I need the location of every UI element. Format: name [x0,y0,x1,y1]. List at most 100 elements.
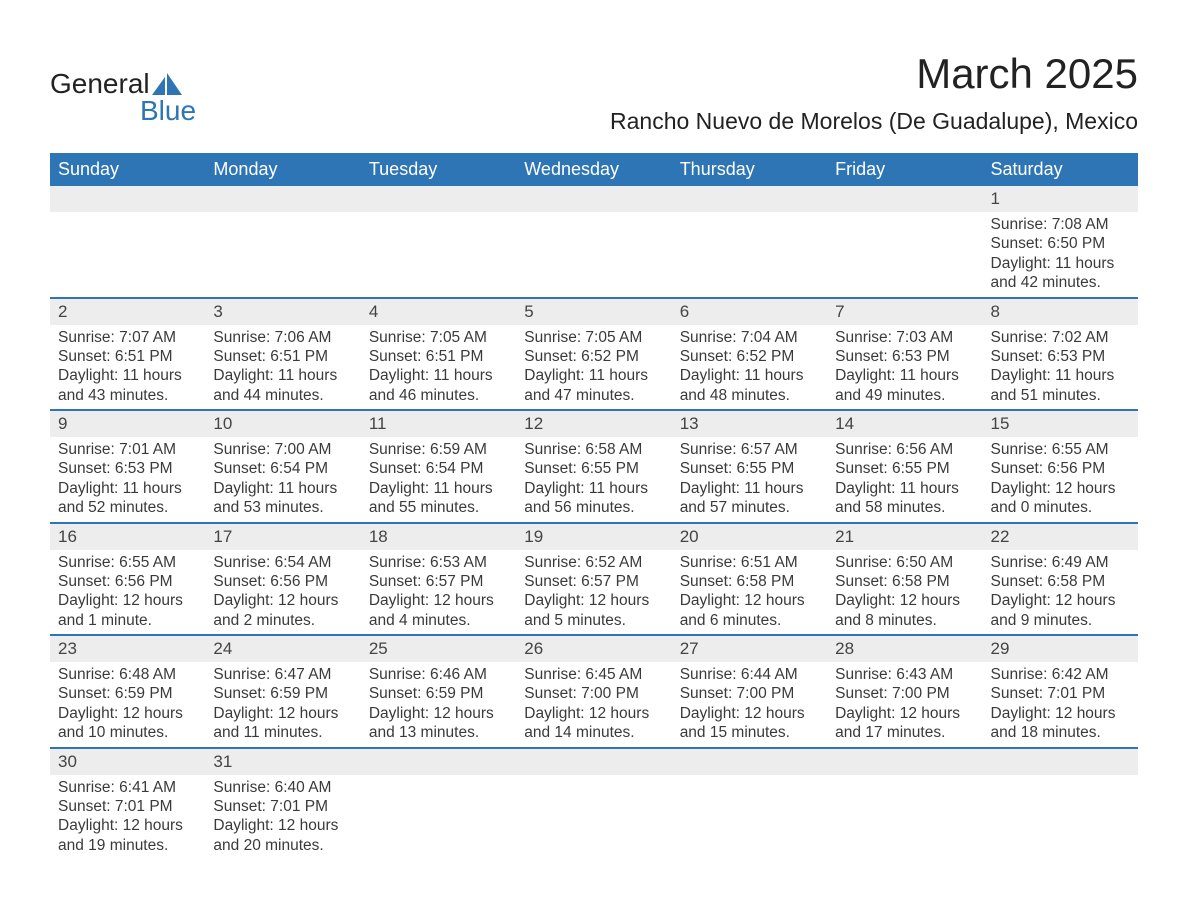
calendar-header-cell: Saturday [983,153,1138,186]
sunset-text: Sunset: 6:51 PM [58,347,197,366]
sunset-text: Sunset: 7:01 PM [213,797,352,816]
daylight-text: Daylight: 11 hours and 47 minutes. [524,366,663,405]
sunrise-text: Sunrise: 6:47 AM [213,665,352,684]
calendar-day-cell [516,748,671,860]
day-details: Sunrise: 7:06 AMSunset: 6:51 PMDaylight:… [205,325,360,410]
day-number [50,186,205,212]
day-number [672,186,827,212]
calendar-day-cell: 13Sunrise: 6:57 AMSunset: 6:55 PMDayligh… [672,410,827,523]
sunset-text: Sunset: 6:56 PM [991,459,1130,478]
sunset-text: Sunset: 6:57 PM [524,572,663,591]
day-details [827,212,982,232]
brand-logo: General Blue [50,70,196,123]
day-details: Sunrise: 6:56 AMSunset: 6:55 PMDaylight:… [827,437,982,522]
calendar-week-row: 2Sunrise: 7:07 AMSunset: 6:51 PMDaylight… [50,298,1138,411]
day-number: 29 [983,636,1138,662]
calendar-day-cell: 1Sunrise: 7:08 AMSunset: 6:50 PMDaylight… [983,186,1138,298]
calendar-day-cell: 19Sunrise: 6:52 AMSunset: 6:57 PMDayligh… [516,523,671,636]
day-number [983,749,1138,775]
sunrise-text: Sunrise: 7:04 AM [680,328,819,347]
day-details [672,775,827,795]
day-number [516,749,671,775]
day-number: 18 [361,524,516,550]
calendar-day-cell [827,748,982,860]
sunset-text: Sunset: 6:55 PM [680,459,819,478]
daylight-text: Daylight: 12 hours and 10 minutes. [58,704,197,743]
daylight-text: Daylight: 12 hours and 9 minutes. [991,591,1130,630]
sunrise-text: Sunrise: 7:08 AM [991,215,1130,234]
calendar-day-cell [672,186,827,298]
sunset-text: Sunset: 6:50 PM [991,234,1130,253]
day-details: Sunrise: 6:46 AMSunset: 6:59 PMDaylight:… [361,662,516,747]
day-details: Sunrise: 6:58 AMSunset: 6:55 PMDaylight:… [516,437,671,522]
day-details: Sunrise: 7:01 AMSunset: 6:53 PMDaylight:… [50,437,205,522]
day-number [672,749,827,775]
day-details: Sunrise: 6:48 AMSunset: 6:59 PMDaylight:… [50,662,205,747]
sunset-text: Sunset: 6:55 PM [835,459,974,478]
sunset-text: Sunset: 6:51 PM [213,347,352,366]
calendar-day-cell: 23Sunrise: 6:48 AMSunset: 6:59 PMDayligh… [50,635,205,748]
daylight-text: Daylight: 11 hours and 57 minutes. [680,479,819,518]
calendar-day-cell: 5Sunrise: 7:05 AMSunset: 6:52 PMDaylight… [516,298,671,411]
day-details: Sunrise: 6:57 AMSunset: 6:55 PMDaylight:… [672,437,827,522]
calendar-body: 1Sunrise: 7:08 AMSunset: 6:50 PMDaylight… [50,186,1138,859]
title-block: March 2025 Rancho Nuevo de Morelos (De G… [610,50,1138,143]
brand-line2: Blue [140,98,196,123]
sunset-text: Sunset: 6:53 PM [835,347,974,366]
daylight-text: Daylight: 12 hours and 15 minutes. [680,704,819,743]
calendar-day-cell: 18Sunrise: 6:53 AMSunset: 6:57 PMDayligh… [361,523,516,636]
day-number: 4 [361,299,516,325]
sunrise-text: Sunrise: 6:54 AM [213,553,352,572]
day-number: 12 [516,411,671,437]
calendar-day-cell: 15 Sunrise: 6:55 AMSunset: 6:56 PMDayligh… [983,410,1138,523]
sunset-text: Sunset: 6:57 PM [369,572,508,591]
sunrise-text: Sunrise: 7:06 AM [213,328,352,347]
day-number: 15 [983,411,1138,437]
day-number: 17 [205,524,360,550]
sunset-text: Sunset: 6:58 PM [680,572,819,591]
sunrise-text: Sunrise: 6:55 AM [991,440,1130,459]
calendar-day-cell: 7Sunrise: 7:03 AMSunset: 6:53 PMDaylight… [827,298,982,411]
sunset-text: Sunset: 6:59 PM [369,684,508,703]
day-details: Sunrise: 6:40 AMSunset: 7:01 PMDaylight:… [205,775,360,860]
day-number [361,186,516,212]
day-number: 21 [827,524,982,550]
sunrise-text: Sunrise: 7:02 AM [991,328,1130,347]
day-number: 2 [50,299,205,325]
sunset-text: Sunset: 7:01 PM [991,684,1130,703]
daylight-text: Daylight: 11 hours and 51 minutes. [991,366,1130,405]
daylight-text: Daylight: 12 hours and 13 minutes. [369,704,508,743]
calendar-day-cell: 14Sunrise: 6:56 AMSunset: 6:55 PMDayligh… [827,410,982,523]
day-number: 25 [361,636,516,662]
day-details: Sunrise: 6:43 AMSunset: 7:00 PMDaylight:… [827,662,982,747]
sunrise-text: Sunrise: 6:58 AM [524,440,663,459]
day-number: 27 [672,636,827,662]
calendar-day-cell [827,186,982,298]
calendar-day-cell: 8Sunrise: 7:02 AMSunset: 6:53 PMDaylight… [983,298,1138,411]
day-details [50,212,205,232]
daylight-text: Daylight: 12 hours and 0 minutes. [991,479,1130,518]
day-details [361,775,516,795]
daylight-text: Daylight: 11 hours and 48 minutes. [680,366,819,405]
calendar-day-cell: 3Sunrise: 7:06 AMSunset: 6:51 PMDaylight… [205,298,360,411]
sunrise-text: Sunrise: 7:00 AM [213,440,352,459]
day-number: 30 [50,749,205,775]
sunrise-text: Sunrise: 6:48 AM [58,665,197,684]
day-details: Sunrise: 7:08 AMSunset: 6:50 PMDaylight:… [983,212,1138,297]
daylight-text: Daylight: 12 hours and 5 minutes. [524,591,663,630]
calendar-day-cell: 16Sunrise: 6:55 AMSunset: 6:56 PMDayligh… [50,523,205,636]
sunrise-text: Sunrise: 7:01 AM [58,440,197,459]
daylight-text: Daylight: 12 hours and 20 minutes. [213,816,352,855]
sunrise-text: Sunrise: 6:44 AM [680,665,819,684]
daylight-text: Daylight: 11 hours and 44 minutes. [213,366,352,405]
calendar-day-cell: 31Sunrise: 6:40 AMSunset: 7:01 PMDayligh… [205,748,360,860]
day-number: 10 [205,411,360,437]
daylight-text: Daylight: 12 hours and 11 minutes. [213,704,352,743]
day-details [827,775,982,795]
day-details: Sunrise: 7:04 AMSunset: 6:52 PMDaylight:… [672,325,827,410]
sunrise-text: Sunrise: 7:05 AM [369,328,508,347]
calendar-header-cell: Tuesday [361,153,516,186]
day-number [205,186,360,212]
day-details: Sunrise: 7:07 AMSunset: 6:51 PMDaylight:… [50,325,205,410]
calendar-day-cell: 26Sunrise: 6:45 AMSunset: 7:00 PMDayligh… [516,635,671,748]
